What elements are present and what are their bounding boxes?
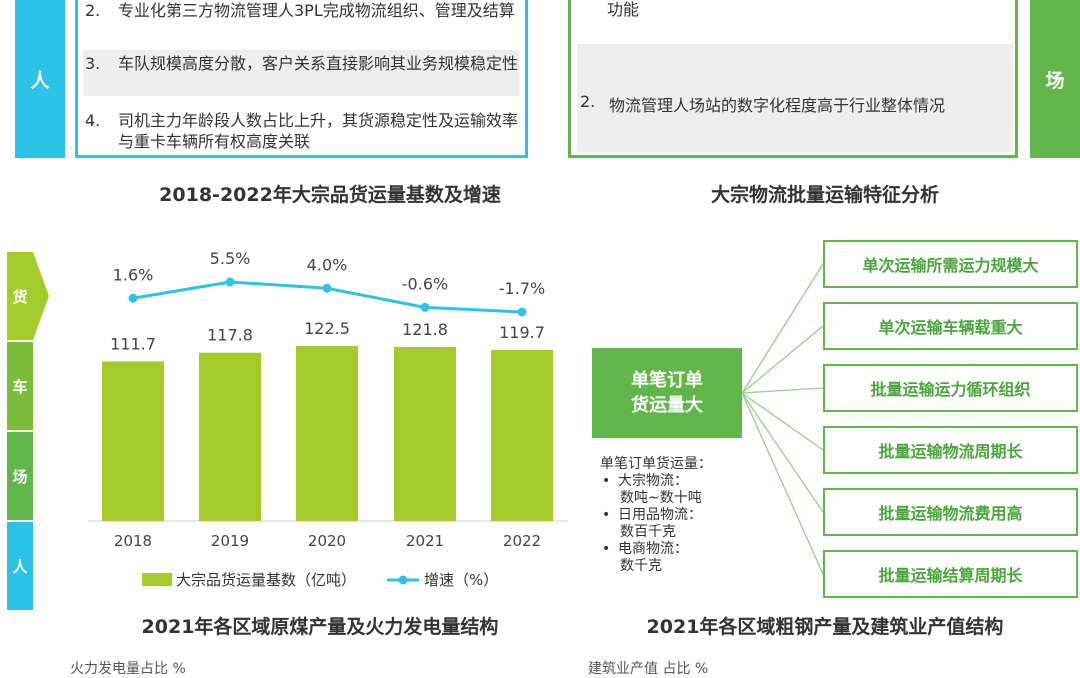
side-tab-ren: 人	[15, 0, 65, 158]
x-tick-label: 2018	[114, 532, 152, 550]
bar-2018	[102, 361, 164, 521]
x-tick-label: 2021	[406, 532, 444, 550]
list-item: 4. 司机主力年龄段人数占比上升，其货源稳定性及运输效率与重卡车辆所有权高度关联	[85, 111, 519, 151]
growth-label: -1.7%	[499, 279, 545, 298]
growth-point	[322, 283, 332, 293]
combo-chart: 111.7 2018 117.8 2019 122.5 2020 121.8 2021 119.…	[88, 249, 568, 589]
side-tab-che: 车	[7, 342, 33, 430]
feature-box: 单次运输车辆载重大	[823, 302, 1078, 350]
side-tab-chang: 场	[1030, 0, 1080, 158]
growth-label: 4.0%	[307, 255, 348, 274]
growth-point	[225, 277, 235, 287]
x-tick-label: 2022	[503, 532, 541, 550]
side-tab-chang-left: 场	[7, 432, 33, 520]
bar-value-label: 121.8	[402, 320, 448, 339]
carrier-features-box: 2. 专业化第三方物流管理人3PL完成物流组织、管理及结算 3. 车队规模高度分…	[75, 0, 528, 158]
bar-2019	[199, 352, 261, 521]
cut-text-left: 火力发电量占比 %	[70, 661, 186, 677]
growth-label: -0.6%	[402, 274, 448, 293]
bar-value-label: 117.8	[207, 326, 253, 345]
feature-box: 单次运输所需运力规模大	[823, 240, 1078, 288]
connector-line	[741, 392, 824, 513]
section-title: 2021年各区域粗钢产量及建筑业产值结构	[646, 616, 1004, 638]
connector-line	[741, 392, 824, 575]
side-tab-arrow	[33, 252, 49, 340]
chart-title: 2018-2022年大宗品货运量基数及增速	[159, 184, 501, 206]
bar-value-label: 111.7	[110, 334, 156, 353]
feature-box: 批量运输结算周期长	[823, 550, 1078, 598]
bar-value-label: 119.7	[499, 323, 545, 342]
growth-label: 1.6%	[113, 265, 154, 284]
growth-point	[420, 302, 430, 312]
growth-point	[128, 293, 138, 303]
x-tick-label: 2020	[308, 532, 346, 550]
section-title: 2021年各区域原煤产量及火力发电量结构	[141, 616, 499, 638]
list-item: 2. 物流管理人场站的数字化程度高于行业整体情况	[577, 44, 1013, 152]
connector-lines	[741, 263, 824, 575]
side-tab-ren-left: 人	[7, 522, 33, 610]
feature-box: 批量运输物流费用高	[823, 488, 1078, 536]
text-fragment: 功能	[607, 0, 640, 19]
list-item: 3. 车队规模高度分散，客户关系直接影响其业务规模稳定性	[83, 50, 519, 96]
bar-2022	[491, 350, 553, 521]
feature-box: 批量运输物流周期长	[823, 426, 1078, 474]
bar-2021	[394, 347, 456, 521]
legend-line-label: 增速（%）	[424, 571, 498, 589]
legend-bar-label: 大宗品货运量基数（亿吨）	[176, 571, 356, 589]
connector-line	[741, 392, 824, 451]
list-item: 2. 专业化第三方物流管理人3PL完成物流组织、管理及结算	[85, 1, 515, 20]
x-tick-label: 2019	[211, 532, 249, 550]
legend-line-marker	[398, 575, 408, 585]
center-node: 单笔订单 货运量大	[592, 348, 742, 438]
order-volume-note: 单笔订单货运量： 大宗物流： 数吨~数十吨 日用品物流： 数百千克 电商物流： …	[600, 456, 760, 575]
connector-line	[741, 325, 824, 394]
bar-2020	[296, 346, 358, 521]
connector-line	[741, 263, 824, 394]
station-features-box: 功能 2. 物流管理人场站的数字化程度高于行业整体情况	[568, 0, 1018, 158]
side-tab-huo: 货	[7, 252, 33, 340]
feature-box: 批量运输运力循环组织	[823, 364, 1078, 412]
diagram-title: 大宗物流批量运输特征分析	[710, 184, 939, 206]
connector-line	[741, 387, 824, 394]
growth-point	[517, 307, 527, 317]
growth-label: 5.5%	[210, 249, 251, 268]
cut-text-right: 建筑业产值 占比 %	[588, 661, 709, 677]
bar-value-label: 122.5	[304, 319, 350, 338]
legend-bar-swatch	[142, 573, 172, 586]
